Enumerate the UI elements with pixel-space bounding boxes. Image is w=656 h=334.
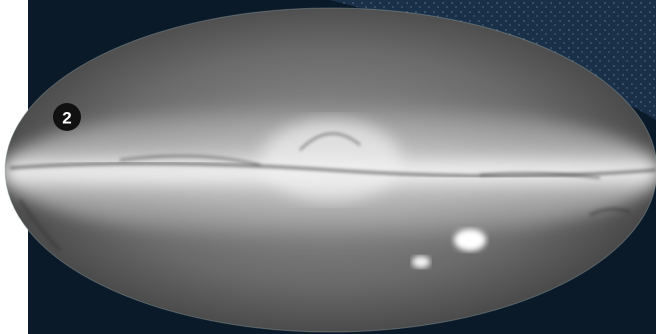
badge-circle [53, 103, 81, 131]
star-texture [330, 0, 656, 120]
badge: 2 [53, 103, 81, 131]
large-magellanic-cloud [454, 229, 486, 251]
badge-label: 2 [62, 109, 71, 128]
small-magellanic-cloud [412, 256, 430, 268]
map-outline [4, 7, 656, 333]
